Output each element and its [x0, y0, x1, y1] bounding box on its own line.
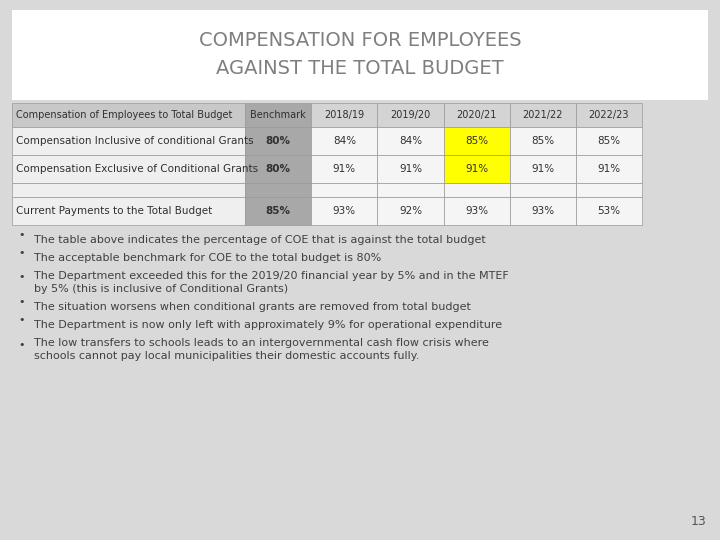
Text: •: •	[19, 248, 25, 258]
Text: 2021/22: 2021/22	[523, 110, 563, 120]
Bar	[12, 127, 245, 155]
Bar	[377, 103, 444, 127]
Text: 85%: 85%	[598, 136, 621, 146]
Text: 84%: 84%	[333, 136, 356, 146]
Text: •: •	[19, 315, 25, 325]
Bar	[12, 10, 708, 100]
Text: •: •	[19, 340, 25, 349]
Text: by 5% (this is inclusive of Conditional Grants): by 5% (this is inclusive of Conditional …	[34, 284, 288, 294]
Text: 91%: 91%	[399, 164, 422, 174]
Bar	[510, 155, 576, 183]
Text: 85%: 85%	[531, 136, 554, 146]
Text: Compensation Exclusive of Conditional Grants: Compensation Exclusive of Conditional Gr…	[16, 164, 258, 174]
Text: 13: 13	[690, 515, 706, 528]
Text: 91%: 91%	[465, 164, 488, 174]
Text: Benchmark: Benchmark	[251, 110, 306, 120]
Bar	[510, 103, 576, 127]
Text: The acceptable benchmark for COE to the total budget is 80%: The acceptable benchmark for COE to the …	[34, 253, 382, 263]
Bar	[444, 197, 510, 225]
Text: Compensation Inclusive of conditional Grants: Compensation Inclusive of conditional Gr…	[16, 136, 253, 146]
Bar	[12, 197, 245, 225]
Text: •: •	[19, 230, 25, 240]
Bar	[245, 197, 311, 225]
Text: The situation worsens when conditional grants are removed from total budget: The situation worsens when conditional g…	[34, 302, 471, 312]
Text: schools cannot pay local municipalities their domestic accounts fully.: schools cannot pay local municipalities …	[34, 351, 419, 361]
Text: Current Payments to the Total Budget: Current Payments to the Total Budget	[16, 206, 212, 216]
Bar	[12, 103, 245, 127]
Text: The Department is now only left with approximately 9% for operational expenditur: The Department is now only left with app…	[34, 320, 502, 330]
Bar	[576, 155, 642, 183]
Text: AGAINST THE TOTAL BUDGET: AGAINST THE TOTAL BUDGET	[216, 58, 504, 78]
Bar	[377, 155, 444, 183]
Bar	[311, 155, 377, 183]
Bar	[245, 103, 311, 127]
Bar	[311, 127, 377, 155]
Text: 53%: 53%	[598, 206, 621, 216]
Bar	[245, 183, 311, 197]
Bar	[245, 127, 311, 155]
Bar	[311, 103, 377, 127]
Text: 2022/23: 2022/23	[588, 110, 629, 120]
Bar	[12, 155, 245, 183]
Text: 84%: 84%	[399, 136, 422, 146]
Text: 91%: 91%	[531, 164, 554, 174]
Bar	[311, 183, 377, 197]
Bar	[510, 183, 576, 197]
Text: 2019/20: 2019/20	[390, 110, 431, 120]
Text: 93%: 93%	[465, 206, 488, 216]
Bar	[444, 183, 510, 197]
Text: 93%: 93%	[531, 206, 554, 216]
Bar	[377, 197, 444, 225]
Bar	[510, 127, 576, 155]
Bar	[576, 183, 642, 197]
Bar	[576, 103, 642, 127]
Bar	[245, 155, 311, 183]
Bar	[444, 155, 510, 183]
Bar	[311, 197, 377, 225]
Text: 85%: 85%	[465, 136, 488, 146]
Text: The table above indicates the percentage of COE that is against the total budget: The table above indicates the percentage…	[34, 235, 486, 245]
Text: 85%: 85%	[266, 206, 291, 216]
Text: 92%: 92%	[399, 206, 422, 216]
Text: 91%: 91%	[333, 164, 356, 174]
Text: 91%: 91%	[598, 164, 621, 174]
Bar	[510, 197, 576, 225]
Bar	[377, 183, 444, 197]
Bar	[12, 183, 245, 197]
Text: •: •	[19, 297, 25, 307]
Text: 80%: 80%	[266, 136, 291, 146]
Text: The Department exceeded this for the 2019/20 financial year by 5% and in the MTE: The Department exceeded this for the 201…	[34, 271, 509, 281]
Text: 80%: 80%	[266, 164, 291, 174]
Bar	[576, 197, 642, 225]
Text: COMPENSATION FOR EMPLOYEES: COMPENSATION FOR EMPLOYEES	[199, 30, 521, 50]
Text: Compensation of Employees to Total Budget: Compensation of Employees to Total Budge…	[16, 110, 233, 120]
Bar	[444, 127, 510, 155]
Text: 93%: 93%	[333, 206, 356, 216]
Bar	[444, 103, 510, 127]
Text: 2020/21: 2020/21	[456, 110, 497, 120]
Bar	[576, 127, 642, 155]
Bar	[377, 127, 444, 155]
Text: The low transfers to schools leads to an intergovernmental cash flow crisis wher: The low transfers to schools leads to an…	[34, 338, 489, 348]
Text: 2018/19: 2018/19	[324, 110, 364, 120]
Text: •: •	[19, 273, 25, 282]
